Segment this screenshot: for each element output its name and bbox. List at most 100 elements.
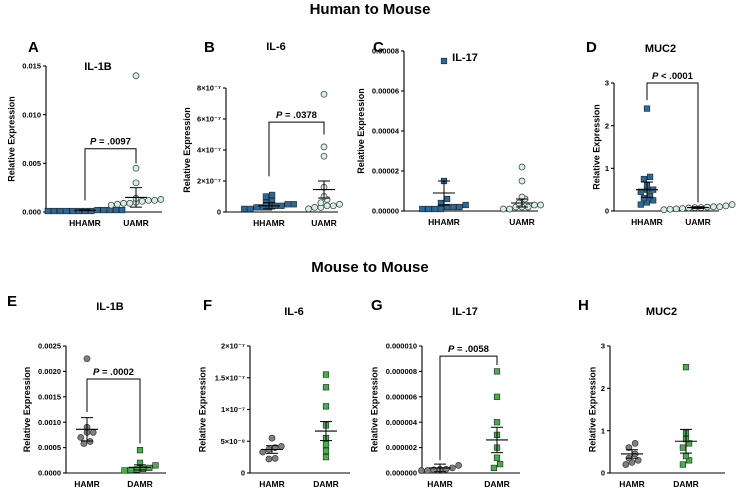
y-tick-label: 0.000008 xyxy=(386,367,417,376)
p-value-label: P < .0001 xyxy=(652,71,694,82)
y-tick-label: 0.00008 xyxy=(372,47,399,56)
y-tick-label: 0.00004 xyxy=(372,127,400,136)
data-point-square xyxy=(462,201,469,209)
panel-letter: C xyxy=(373,39,384,56)
data-point-circle xyxy=(271,455,279,462)
data-point-square xyxy=(679,444,686,451)
data-point-square xyxy=(443,195,451,203)
y-tick-label: 3 xyxy=(601,342,605,351)
x-category-label: HHAMR xyxy=(69,218,101,228)
data-point-circle xyxy=(89,429,97,436)
x-category-label: HAMR xyxy=(427,479,453,489)
data-point-circle xyxy=(622,461,630,468)
data-point-square xyxy=(69,207,76,215)
section-title-human-to-mouse: Human to Mouse xyxy=(310,1,431,18)
data-point-circle xyxy=(320,90,328,98)
data-point-square xyxy=(493,393,501,400)
p-value-label: P = .0378 xyxy=(276,110,317,121)
panel-letter: E xyxy=(7,293,17,310)
y-tick-label: 2 xyxy=(601,384,605,393)
data-point-circle xyxy=(320,143,328,151)
data-point-square xyxy=(127,466,134,474)
data-point-circle xyxy=(455,462,462,469)
data-point-circle xyxy=(132,72,140,80)
data-point-circle xyxy=(265,455,273,463)
x-category-label: UAMR xyxy=(123,218,149,228)
data-point-square xyxy=(247,205,254,213)
x-category-label: DAMR xyxy=(484,479,510,489)
y-tick-label: 0 xyxy=(605,207,609,216)
data-point-square xyxy=(322,384,330,391)
data-point-square xyxy=(322,371,330,378)
data-point-circle xyxy=(320,152,328,160)
x-category-label: DAMR xyxy=(673,479,699,489)
y-tick-label: 0.0020 xyxy=(38,367,61,376)
y-tick-label: 0.000006 xyxy=(386,392,417,401)
y-tick-label: 3 xyxy=(605,79,609,88)
chart-panel-h: H MUC2 0 1 2 3 Relative Expression HAMR DAMR xyxy=(578,297,725,489)
data-point-square xyxy=(496,461,504,468)
significance-bracket xyxy=(646,82,699,203)
panel-letter: G xyxy=(371,297,383,314)
y-tick-label: 1×10⁻⁷ xyxy=(221,405,245,414)
data-point-circle xyxy=(268,434,276,442)
y-tick-label: 0.000002 xyxy=(386,443,417,452)
data-point-circle xyxy=(145,196,152,204)
panel-letter: F xyxy=(203,297,212,314)
y-tick-label: 0.000 xyxy=(22,208,41,217)
data-point-circle xyxy=(157,195,165,203)
data-point-circle xyxy=(631,440,639,447)
data-point-circle xyxy=(418,467,425,474)
x-category-label: HHAMR xyxy=(428,217,460,227)
data-point-circle xyxy=(500,205,507,213)
y-tick-label: 0.0005 xyxy=(38,443,61,452)
data-point-circle xyxy=(138,197,146,205)
data-point-circle xyxy=(317,199,325,207)
data-point-square xyxy=(682,452,690,460)
y-tick-label: 0.015 xyxy=(22,62,41,71)
y-tick-label: 1 xyxy=(605,164,609,173)
data-point-square xyxy=(437,205,445,213)
data-point-square xyxy=(284,201,291,208)
y-tick-label: 5×10⁻⁸ xyxy=(221,437,246,446)
data-point-square xyxy=(112,206,120,214)
data-point-circle xyxy=(722,202,730,210)
data-point-square xyxy=(121,467,128,474)
chart-panel-d: D MUC2 0 1 2 3 Relative Expression HHAMR UAMR P <… xyxy=(586,39,736,227)
panel-title: IL-6 xyxy=(266,41,286,53)
data-point-square xyxy=(100,206,107,214)
y-tick-label: 0.000010 xyxy=(386,342,417,351)
data-point-square xyxy=(431,205,438,213)
data-point-square xyxy=(136,447,144,454)
data-point-square xyxy=(679,461,686,468)
y-tick-label: 2 xyxy=(605,121,609,130)
data-point-circle xyxy=(710,203,717,211)
panel-title: IL-17 xyxy=(452,52,478,64)
data-point-square xyxy=(57,207,64,215)
x-category-label: HHAMR xyxy=(253,218,285,228)
data-point-circle xyxy=(537,201,544,209)
data-point-circle xyxy=(126,199,134,207)
data-point-circle xyxy=(666,205,674,213)
data-point-square xyxy=(640,175,647,183)
data-point-circle xyxy=(660,206,668,214)
data-point-square xyxy=(268,198,276,205)
data-point-circle xyxy=(277,442,285,450)
data-point-circle xyxy=(323,202,331,210)
y-tick-label: 0.0000 xyxy=(38,469,61,478)
data-point-circle xyxy=(305,205,312,213)
y-axis-label: Relative Expression xyxy=(198,367,208,453)
y-tick-label: 0.0010 xyxy=(38,418,61,427)
data-point-circle xyxy=(132,179,140,187)
y-tick-label: 8×10⁻⁷ xyxy=(197,84,221,93)
data-point-square xyxy=(493,368,501,375)
data-point-circle xyxy=(107,201,115,209)
panel-title: MUC2 xyxy=(645,43,676,55)
data-point-square xyxy=(643,105,651,112)
data-point-square xyxy=(63,207,70,215)
significance-bracket xyxy=(268,121,325,177)
data-point-square xyxy=(119,206,126,214)
x-category-label: UAMR xyxy=(685,217,711,227)
data-point-square xyxy=(290,201,297,208)
